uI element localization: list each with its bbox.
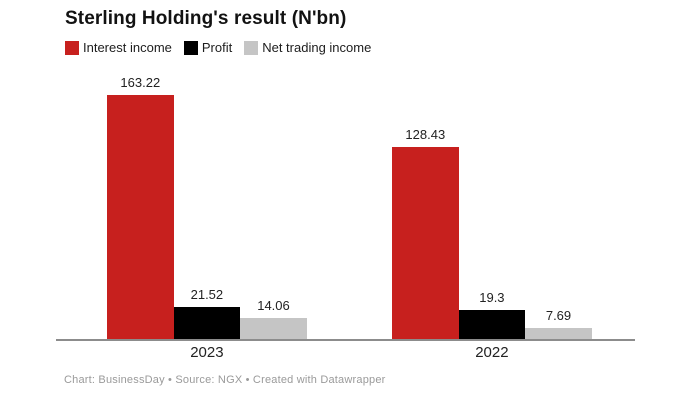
value-label-interest-income-2022: 128.43 (405, 127, 446, 142)
legend-label: Interest income (83, 40, 172, 55)
bar-net-trading-income-2022 (525, 327, 592, 339)
x-axis-label-2023: 2023 (190, 344, 224, 361)
bar-interest-income-2022 (392, 147, 459, 339)
legend-label: Profit (201, 40, 233, 55)
legend: Interest income Profit Net trading income (65, 40, 371, 55)
legend-swatch-icon (244, 40, 259, 55)
legend-item-interest-income: Interest income (65, 40, 172, 55)
value-label-net-trading-income-2023: 14.06 (257, 297, 290, 313)
value-label-interest-income-2023: 163.22 (120, 75, 161, 90)
x-axis-label-2022: 2022 (475, 344, 509, 361)
value-label-profit-2022: 19.3 (479, 290, 505, 306)
bar-interest-income-2023 (107, 95, 174, 339)
chart-title: Sterling Holding's result (N'bn) (65, 8, 347, 29)
bar-profit-2023 (173, 306, 241, 339)
legend-swatch-icon (65, 40, 79, 55)
value-label-profit-2023: 21.52 (190, 286, 224, 302)
legend-label: Net trading income (262, 40, 372, 55)
legend-swatch-icon (183, 40, 198, 55)
bar-net-trading-income-2023 (240, 317, 307, 339)
value-label-net-trading-income-2022: 7.69 (545, 307, 572, 323)
legend-item-net-trading-income: Net trading income (244, 40, 371, 55)
legend-item-profit: Profit (183, 40, 233, 55)
x-axis-line (56, 339, 635, 341)
bar-profit-2022 (458, 310, 526, 339)
footer-attribution: Chart: BusinessDay • Source: NGX • Creat… (64, 374, 386, 386)
